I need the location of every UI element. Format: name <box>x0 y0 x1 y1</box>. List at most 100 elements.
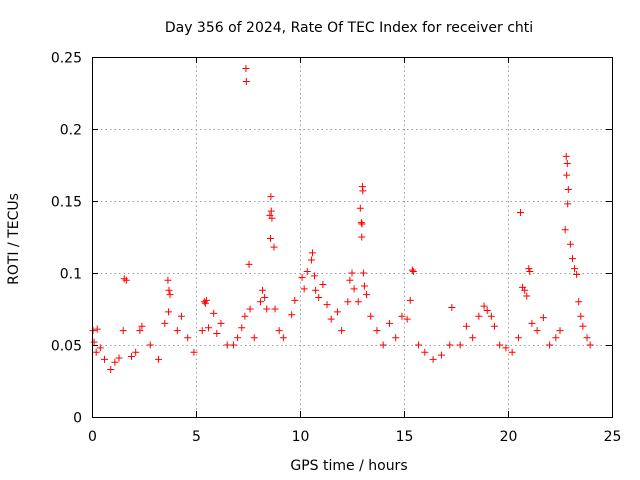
data-point <box>327 315 335 323</box>
data-point <box>319 281 327 289</box>
data-point <box>173 327 181 335</box>
y-tick-label: 0.05 <box>51 339 82 355</box>
data-point <box>483 306 491 314</box>
data-point <box>166 291 174 299</box>
data-point <box>469 334 477 342</box>
data-point <box>223 341 231 349</box>
data-point <box>288 311 296 319</box>
data-point <box>107 365 115 373</box>
data-point <box>358 233 366 241</box>
data-point <box>552 334 560 342</box>
y-axis-label: ROTI / TECUs <box>6 193 22 285</box>
x-tick-label: 0 <box>88 429 97 445</box>
data-point <box>563 160 571 168</box>
data-point <box>562 152 570 160</box>
data-point <box>571 265 579 273</box>
data-point <box>291 296 299 304</box>
data-point <box>115 354 123 362</box>
data-point <box>266 234 274 242</box>
data-point <box>577 312 585 320</box>
data-point <box>508 348 516 356</box>
data-point <box>528 319 536 327</box>
data-point <box>446 341 454 349</box>
data-point <box>408 266 416 274</box>
data-point <box>406 296 414 304</box>
data-point <box>583 334 591 342</box>
data-point <box>100 355 108 363</box>
data-point <box>241 312 249 320</box>
data-point <box>201 299 209 307</box>
data-point <box>303 268 311 276</box>
data-point <box>164 276 172 284</box>
data-point <box>96 344 104 352</box>
data-point <box>568 255 576 263</box>
data-point <box>523 292 531 300</box>
data-point <box>487 312 495 320</box>
data-point <box>308 249 316 257</box>
data-point <box>213 329 221 337</box>
data-point <box>514 334 522 342</box>
data-point <box>245 260 253 268</box>
data-point <box>92 348 100 356</box>
data-point <box>350 285 358 293</box>
data-point <box>312 286 320 294</box>
data-point <box>315 293 323 301</box>
data-point <box>354 298 362 306</box>
data-point <box>358 220 366 228</box>
data-point <box>363 291 371 299</box>
data-point <box>136 327 144 335</box>
data-point <box>367 312 375 320</box>
data-point <box>338 327 346 335</box>
data-point <box>210 309 218 317</box>
data-point <box>263 305 271 313</box>
data-point <box>392 334 400 342</box>
axis-ticks: 0 0.05 0.1 0.15 0.2 0.25 0 5 10 15 20 25 <box>51 51 622 446</box>
data-point <box>385 319 393 327</box>
data-point <box>138 322 146 330</box>
data-point <box>437 351 445 359</box>
data-point <box>575 298 583 306</box>
x-tick-label: 25 <box>604 429 622 445</box>
data-point <box>246 305 254 313</box>
data-point <box>190 348 198 356</box>
y-tick-label: 0.2 <box>60 123 82 139</box>
data-point <box>111 358 119 366</box>
data-point <box>307 256 315 264</box>
data-point <box>279 334 287 342</box>
x-axis-label: GPS time / hours <box>290 458 407 474</box>
data-point <box>267 207 275 215</box>
data-point <box>202 296 210 304</box>
data-point <box>161 319 169 327</box>
data-point <box>429 355 437 363</box>
data-point <box>344 298 352 306</box>
data-point <box>259 286 267 294</box>
data-point <box>323 301 331 309</box>
data-point <box>579 322 587 330</box>
data-point <box>155 355 163 363</box>
y-tick-label: 0.25 <box>51 51 82 67</box>
data-point <box>311 272 319 280</box>
data-point <box>525 265 533 273</box>
data-point <box>119 327 127 335</box>
data-point <box>132 348 140 356</box>
data-point <box>229 341 237 349</box>
data-point <box>502 344 510 352</box>
data-point <box>357 219 365 227</box>
data-point <box>586 341 594 349</box>
grid <box>92 57 612 417</box>
scatter-marks <box>89 65 594 373</box>
data-point <box>270 243 278 251</box>
data-point <box>563 171 571 179</box>
data-point <box>300 285 308 293</box>
y-tick-label: 0.15 <box>51 195 82 211</box>
data-point <box>333 308 341 316</box>
data-point <box>566 240 574 248</box>
data-point <box>516 209 524 217</box>
data-point <box>122 276 130 284</box>
data-point <box>267 193 275 201</box>
data-point <box>356 204 364 212</box>
data-point <box>238 324 246 332</box>
data-point <box>250 334 258 342</box>
data-point <box>564 200 572 208</box>
